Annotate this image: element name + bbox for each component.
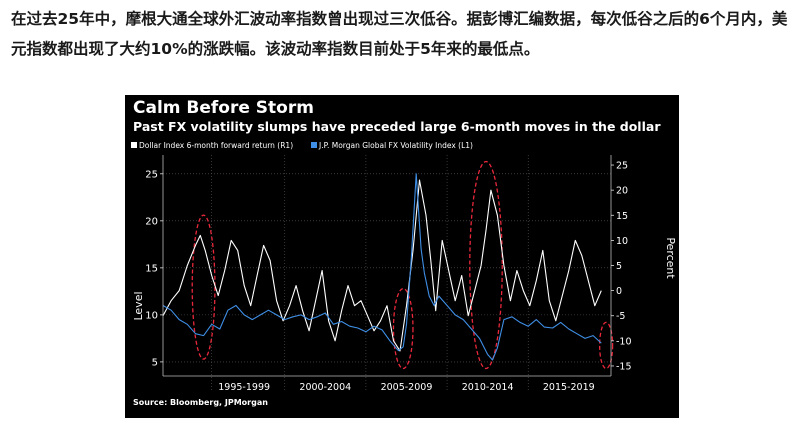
article-paragraph: 在过去25年中，摩根大通全球外汇波动率指数曾出现过三次低谷。据彭博汇编数据，每次… bbox=[11, 10, 788, 58]
x-tick-label: 2010-2014 bbox=[462, 382, 514, 393]
chart-title: Calm Before Storm bbox=[133, 98, 314, 118]
legend-swatch-dollar bbox=[131, 142, 137, 148]
right-tick-label: 15 bbox=[616, 211, 628, 222]
chart-container: Calm Before Storm Past FX volatility slu… bbox=[125, 95, 679, 418]
highlight-ellipse bbox=[469, 160, 503, 370]
right-tick-label: 5 bbox=[616, 261, 622, 272]
left-tick-label: 15 bbox=[145, 263, 158, 274]
grid bbox=[163, 155, 611, 392]
right-tick-label: 20 bbox=[616, 186, 628, 197]
left-tick-label: 25 bbox=[145, 169, 158, 180]
left-tick-label: 20 bbox=[145, 216, 158, 227]
chart-subtitle: Past FX volatility slumps have preceded … bbox=[133, 119, 661, 134]
x-tick-label: 2000-2004 bbox=[299, 382, 351, 393]
right-tick-label: 25 bbox=[616, 161, 628, 172]
chart-plot: Dollar Index 6-month forward return (R1)… bbox=[131, 141, 677, 393]
series-line-dollar-return bbox=[162, 179, 602, 352]
series-lines bbox=[162, 173, 602, 361]
right-tick-label: -10 bbox=[616, 336, 632, 347]
right-axis-title: Percent bbox=[664, 237, 677, 279]
x-tick-label: 2015-2019 bbox=[543, 382, 595, 393]
legend-swatch-volatility bbox=[311, 142, 317, 148]
chart-legend: Dollar Index 6-month forward return (R1)… bbox=[131, 141, 473, 150]
right-tick-label: 10 bbox=[616, 236, 628, 247]
legend-label-volatility: J.P. Morgan Global FX Volatility Index (… bbox=[318, 141, 473, 150]
left-axis-title: Level bbox=[132, 291, 145, 320]
series-line-fx-volatility bbox=[162, 173, 602, 361]
axes: 5 10 15 20 25 25 20 15 10 5 0 -5 -10 -15 1995-1999 2000… bbox=[145, 155, 632, 393]
x-tick-label: 1995-1999 bbox=[218, 382, 270, 393]
x-tick-label: 2005-2009 bbox=[381, 382, 433, 393]
right-tick-label: -5 bbox=[616, 311, 625, 322]
legend-label-dollar: Dollar Index 6-month forward return (R1) bbox=[139, 141, 293, 150]
right-tick-label: -15 bbox=[616, 361, 632, 372]
right-tick-label: 0 bbox=[616, 286, 622, 297]
left-tick-label: 5 bbox=[152, 357, 158, 368]
chart-source: Source: Bloomberg, JPMorgan bbox=[133, 398, 268, 407]
highlight-ellipse bbox=[392, 287, 414, 370]
highlight-ellipse bbox=[598, 321, 614, 370]
left-tick-label: 10 bbox=[145, 310, 158, 321]
